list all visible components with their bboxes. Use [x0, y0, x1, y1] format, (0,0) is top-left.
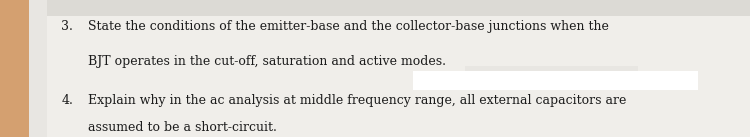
Bar	[0, 0, 28, 137]
Text: BJT operates in the cut-off, saturation and active modes.: BJT operates in the cut-off, saturation …	[88, 55, 446, 68]
Text: 4.: 4.	[62, 94, 74, 107]
Bar	[28, 0, 47, 137]
Bar	[413, 71, 698, 90]
Text: State the conditions of the emitter-base and the collector-base junctions when t: State the conditions of the emitter-base…	[88, 20, 609, 33]
Bar	[465, 66, 638, 82]
Bar	[0, 0, 750, 16]
Text: 3.: 3.	[62, 20, 74, 33]
Text: assumed to be a short-circuit.: assumed to be a short-circuit.	[88, 121, 278, 134]
Text: Explain why in the ac analysis at middle frequency range, all external capacitor: Explain why in the ac analysis at middle…	[88, 94, 627, 107]
